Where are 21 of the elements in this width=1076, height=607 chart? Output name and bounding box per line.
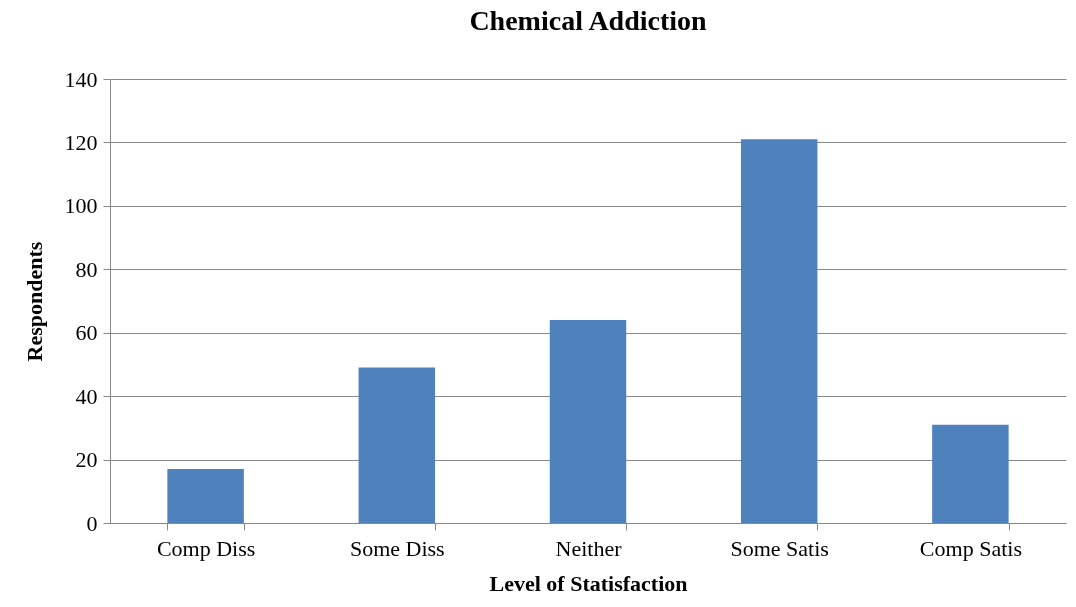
y-tick-label: 120	[64, 129, 98, 155]
y-tick-label: 100	[64, 193, 98, 219]
x-axis-title: Level of Statisfaction	[489, 570, 688, 596]
y-tick-label: 20	[75, 447, 98, 473]
bar	[167, 469, 244, 523]
bar	[932, 424, 1009, 523]
bar	[740, 139, 818, 523]
y-tick-label: 60	[75, 320, 98, 346]
y-tick-label: 140	[64, 66, 98, 92]
bar	[549, 320, 627, 523]
x-tick-label: Comp Satis	[919, 535, 1022, 561]
y-axis-title: Respondents	[21, 241, 47, 362]
x-tick-label: Some Diss	[349, 535, 445, 561]
y-tick-label: 40	[75, 383, 98, 409]
y-tick-label: 80	[75, 256, 98, 282]
x-tick-label: Neither	[555, 535, 623, 561]
x-tick-label: Comp Diss	[156, 535, 256, 561]
y-tick-label: 0	[86, 510, 98, 536]
chart-title: Chemical Addiction	[469, 5, 708, 36]
x-tick-label: Some Satis	[730, 535, 829, 561]
bar	[358, 367, 436, 523]
